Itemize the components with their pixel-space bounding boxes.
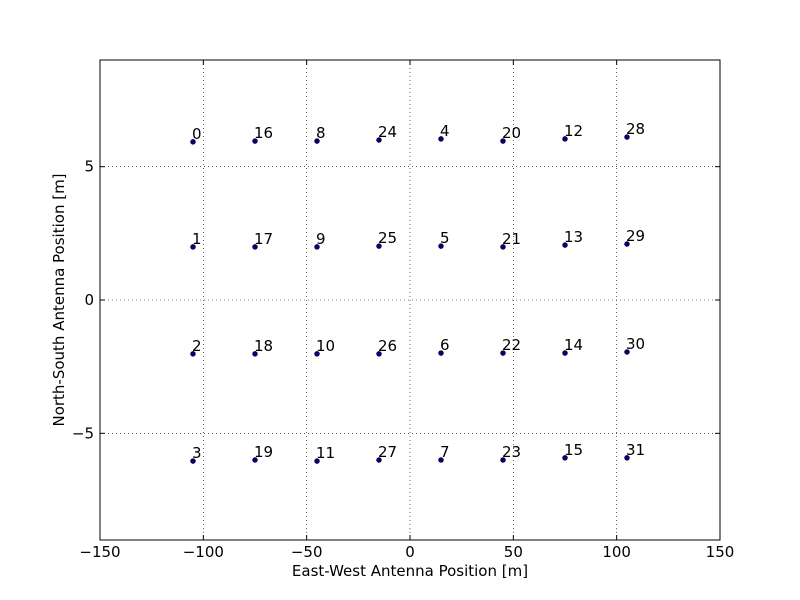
point — [314, 351, 320, 357]
point — [500, 244, 506, 250]
point — [500, 457, 506, 463]
y-axis-label: North-South Antenna Position [m] — [50, 173, 68, 426]
x-tick-label: −100 — [183, 543, 224, 561]
point — [624, 349, 630, 355]
point-label: 20 — [502, 124, 521, 142]
point-label: 18 — [254, 337, 273, 355]
point-label: 2 — [192, 337, 202, 355]
point — [500, 350, 506, 356]
point — [438, 243, 444, 249]
point-label: 13 — [564, 228, 583, 246]
point — [624, 241, 630, 247]
point — [500, 138, 506, 144]
point — [314, 138, 320, 144]
point — [190, 458, 196, 464]
point — [562, 242, 568, 248]
point — [252, 244, 258, 250]
point-label: 5 — [440, 229, 450, 247]
y-tick-label: −5 — [72, 424, 94, 442]
point — [190, 139, 196, 145]
point-label: 8 — [316, 124, 326, 142]
point-label: 23 — [502, 443, 521, 461]
point — [376, 351, 382, 357]
point-label: 24 — [378, 123, 397, 141]
point-label: 6 — [440, 336, 450, 354]
point — [562, 350, 568, 356]
point — [562, 455, 568, 461]
point — [190, 351, 196, 357]
point-label: 16 — [254, 124, 273, 142]
point — [438, 350, 444, 356]
point-label: 26 — [378, 337, 397, 355]
point-label: 25 — [378, 229, 397, 247]
point-label: 29 — [626, 227, 645, 245]
x-tick-label: −50 — [291, 543, 323, 561]
point-label: 4 — [440, 122, 450, 140]
point — [624, 134, 630, 140]
point — [190, 244, 196, 250]
point — [376, 137, 382, 143]
x-tick-label: −150 — [79, 543, 120, 561]
x-tick-label: 100 — [602, 543, 631, 561]
point-label: 3 — [192, 444, 202, 462]
point-label: 0 — [192, 125, 202, 143]
point — [438, 136, 444, 142]
point — [376, 243, 382, 249]
point-label: 9 — [316, 230, 326, 248]
point-label: 30 — [626, 335, 645, 353]
point-label: 19 — [254, 443, 273, 461]
point — [438, 457, 444, 463]
y-tick-label: 0 — [84, 291, 94, 309]
point-label: 31 — [626, 441, 645, 459]
point — [252, 457, 258, 463]
point-label: 22 — [502, 336, 521, 354]
point — [376, 457, 382, 463]
point-label: 14 — [564, 336, 583, 354]
point — [562, 136, 568, 142]
point — [252, 138, 258, 144]
point-label: 10 — [316, 337, 335, 355]
point-label: 1 — [192, 230, 202, 248]
point-label: 27 — [378, 443, 397, 461]
point-label: 17 — [254, 230, 273, 248]
plot-frame — [99, 59, 721, 541]
point-label: 7 — [440, 443, 450, 461]
point-label: 15 — [564, 441, 583, 459]
point — [252, 351, 258, 357]
point — [624, 455, 630, 461]
point-label: 28 — [626, 120, 645, 138]
x-tick-label: 50 — [504, 543, 523, 561]
x-axis-label: East-West Antenna Position [m] — [292, 562, 528, 580]
x-tick-label: 0 — [405, 543, 415, 561]
point — [314, 244, 320, 250]
point-label: 21 — [502, 230, 521, 248]
y-tick-label: 5 — [84, 158, 94, 176]
x-tick-label: 150 — [706, 543, 735, 561]
point-label: 11 — [316, 444, 335, 462]
point-label: 12 — [564, 122, 583, 140]
point — [314, 458, 320, 464]
